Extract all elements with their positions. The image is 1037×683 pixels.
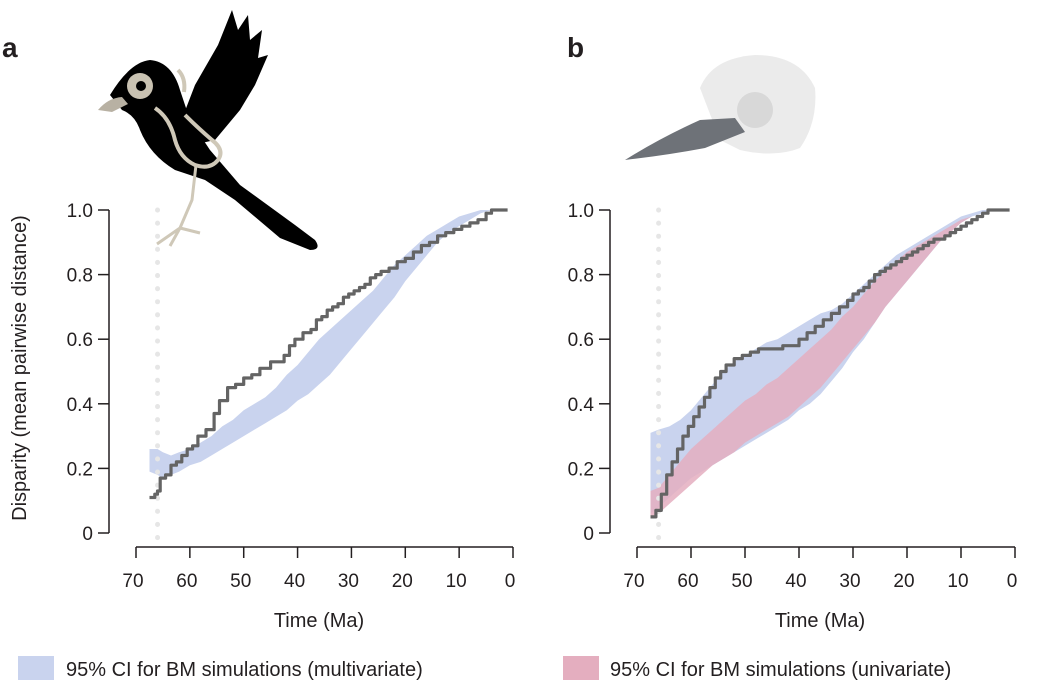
- panel-a-x-axis-title: Time (Ma): [274, 610, 364, 632]
- panel-b-y-tick-label: 0.4: [568, 395, 595, 416]
- panel-b-axes: [609, 210, 1015, 548]
- panel-letter-b: b: [567, 32, 584, 63]
- panel-b-y-tick-label: 1.0: [568, 201, 594, 222]
- panel-b-x-tick-label: 0: [1007, 571, 1018, 592]
- legend-swatch-univariate: [563, 656, 599, 680]
- panel-b-y-tick-label: 0.2: [568, 459, 594, 480]
- panel-b-x-tick-label: 20: [893, 571, 914, 592]
- panel-a-x-tick-label: 40: [284, 571, 305, 592]
- panel-a-x-tick-label: 30: [338, 571, 359, 592]
- bird-skull-illustration: [625, 55, 816, 160]
- panel-b-x-tick-label: 60: [677, 571, 698, 592]
- panel-a-y-tick-label: 0.6: [67, 330, 93, 351]
- panel-b-y-tick-label: 0.6: [568, 330, 594, 351]
- panel-a-x-tick-label: 70: [122, 571, 143, 592]
- legend: 95% CI for BM simulations (multivariate)…: [18, 656, 951, 681]
- panel-a-x-tick-label: 50: [230, 571, 251, 592]
- panel-b-y-tick-label: 0.8: [568, 266, 594, 287]
- panel-b-x-tick-label: 10: [947, 571, 968, 592]
- legend-label-univariate: 95% CI for BM simulations (univariate): [610, 659, 951, 681]
- panel-b-x-axis-title: Time (Ma): [775, 610, 865, 632]
- legend-label-multivariate: 95% CI for BM simulations (multivariate): [66, 659, 423, 681]
- panel-b-x-tick-label: 50: [731, 571, 752, 592]
- panel-a-y-tick-label: 0.2: [67, 459, 93, 480]
- panel-a-x-tick-label: 60: [176, 571, 197, 592]
- bird-skeleton-illustration: [98, 10, 318, 250]
- panel-b-x-tick-label: 70: [623, 571, 644, 592]
- panel-a-ci-band-multivariate: [149, 210, 508, 479]
- panel-b-x-tick-label: 40: [785, 571, 806, 592]
- panel-a-x-tick-label: 0: [505, 571, 516, 592]
- panel-a-plot: 0 0.2 0.4 0.6 0.8 1.0 70 60 50 40 30 20 10 0: [67, 201, 516, 592]
- panel-a-y-tick-label: 0: [82, 524, 93, 545]
- panel-a-observed-disparity-line: [149, 208, 508, 500]
- panel-a-y-tick-label: 0.8: [67, 266, 93, 287]
- panel-a-axes: [108, 210, 513, 548]
- panel-b-x-tick-label: 30: [839, 571, 860, 592]
- panel-b-observed-disparity-line: [650, 208, 1010, 519]
- panel-b-plot: 0 0.2 0.4 0.6 0.8 1.0 70 60 50 40 30 20 10 0: [568, 201, 1018, 592]
- panel-a-x-tick-label: 10: [446, 571, 467, 592]
- panel-a-y-tick-label: 0.4: [67, 395, 94, 416]
- panel-b-ci-band-univariate: [650, 210, 1010, 517]
- panel-a-y-tick-label: 1.0: [67, 201, 93, 222]
- panel-letter-a: a: [2, 32, 18, 63]
- panel-a-y-axis-title: Disparity (mean pairwise distance): [9, 215, 31, 521]
- legend-swatch-multivariate: [18, 656, 54, 680]
- panel-a-x-tick-label: 20: [392, 571, 413, 592]
- panel-b-y-tick-label: 0: [583, 524, 594, 545]
